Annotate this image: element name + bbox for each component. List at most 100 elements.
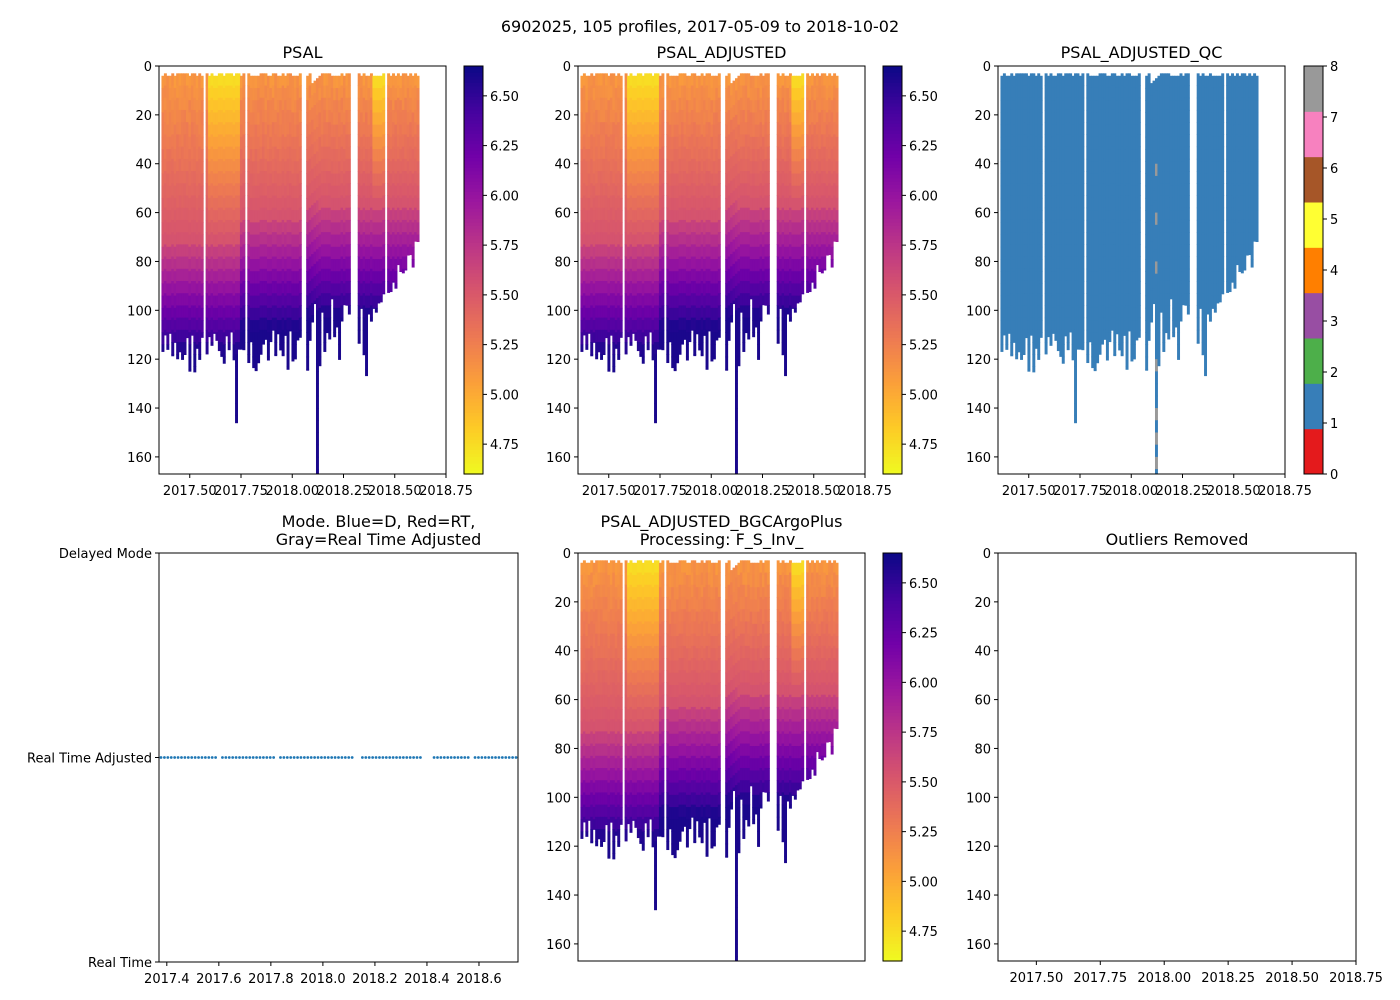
heatmap-cell [276,283,280,297]
heatmap-cell [217,329,221,343]
heatmap-cell [597,146,601,160]
heatmap-cell [1020,195,1024,209]
heatmap-cell [761,234,765,248]
heatmap-cell [712,332,716,346]
heatmap-cell [365,136,369,150]
heatmap-cell [609,85,613,99]
heatmap-cell [1000,173,1004,187]
heatmap-cell [658,320,662,333]
heatmap-cell [798,185,802,199]
heatmap-cell [271,97,275,111]
colorbar-cell [883,157,902,162]
heatmap-cell [227,134,231,148]
heatmap-cell [710,185,714,199]
heatmap-cell [166,320,170,333]
heatmap-cell [732,141,736,155]
heatmap-cell [811,268,814,282]
heatmap-cell [185,85,189,99]
heatmap-cell [220,109,224,123]
heatmap-cell [646,109,650,123]
colorbar-cell [464,338,483,342]
heatmap-cell [607,185,611,199]
heatmap-cell [365,185,369,199]
heatmap-cell [649,195,653,209]
heatmap-cell [232,136,236,150]
heatmap-cell [1034,161,1038,174]
heatmap-cell [293,295,297,309]
heatmap-cell [168,259,172,272]
heatmap-cell [239,136,243,150]
heatmap-cell [717,280,721,294]
heatmap-cell [715,234,719,248]
heatmap-cell [710,210,714,223]
heatmap-cell [289,329,292,332]
heatmap-cell [347,122,351,135]
colorbar-cell [883,395,902,400]
heatmap-cell [1007,87,1011,101]
heatmap-cell [367,210,371,223]
heatmap-cell [374,259,378,272]
heatmap-cell [788,293,792,306]
heatmap-cell [1007,173,1011,187]
heatmap-cell [212,185,216,199]
heatmap-cell [604,85,608,99]
heatmap-cell [377,259,381,272]
heatmap-cell [749,149,753,162]
heatmap-cell [715,100,719,113]
colorbar-cell [464,327,483,332]
heatmap-cell [725,136,729,150]
heatmap-cell [208,112,212,126]
heatmap-cell [1002,268,1006,282]
heatmap-cell [835,136,839,150]
heatmap-cell [815,183,819,196]
heatmap-cell [784,234,788,248]
heatmap-cell [276,87,280,101]
heatmap-cell [262,146,265,160]
heatmap-cell [658,295,662,309]
heatmap-cell [183,97,187,111]
heatmap-cell [654,73,657,87]
heatmap-cell [365,234,369,248]
heatmap-cell [703,112,707,126]
heatmap-cell [281,256,285,270]
heatmap-cell [401,73,405,87]
heatmap-cell [269,161,273,174]
heatmap-cell [639,280,643,294]
heatmap-cell [276,136,280,150]
heatmap-cell [779,149,783,162]
heatmap-cell [715,149,719,162]
heatmap-cell [166,173,170,187]
colorbar-cell [883,276,902,281]
heatmap-cell [1015,305,1019,319]
heatmap-cell [747,329,751,340]
heatmap-cell [761,246,765,260]
heatmap-cell [306,75,310,89]
heatmap-cell [629,171,633,184]
heatmap-cell [793,283,797,297]
heatmap-cell [651,234,655,248]
heatmap-cell [651,185,655,199]
heatmap-cell [708,232,711,245]
heatmap-cell [1020,146,1024,160]
heatmap-cell [325,109,329,123]
colorbar-cell [883,385,902,390]
heatmap-cell [389,87,393,101]
heatmap-cell [796,149,800,162]
heatmap-cell [815,73,819,87]
heatmap-cell [730,95,734,109]
heatmap-cell [673,173,677,187]
heatmap-cell [666,195,670,209]
heatmap-cell [759,97,763,111]
heatmap-cell [1037,134,1041,148]
heatmap-cell [210,134,214,148]
heatmap-cell [690,85,694,99]
heatmap-cell [215,136,219,150]
heatmap-cell [742,158,746,172]
heatmap-cell [205,317,209,331]
heatmap-cell [683,207,687,221]
heatmap-cell [1037,183,1041,196]
heatmap-cell [315,359,319,372]
heatmap-cell [173,100,177,113]
heatmap-cell [382,158,386,172]
